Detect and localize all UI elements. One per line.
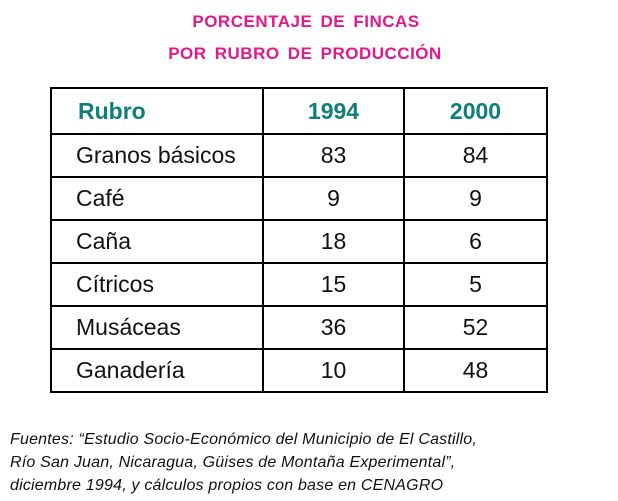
title-line-1: PORCENTAJE DE FINCAS bbox=[192, 12, 420, 31]
value-1994-cell: 10 bbox=[262, 348, 405, 393]
rubro-cell: Cítricos bbox=[50, 262, 264, 307]
source-line-1: Fuentes: “Estudio Socio-Económico del Mu… bbox=[10, 431, 478, 448]
value-2000-cell: 52 bbox=[403, 305, 548, 350]
production-table: Rubro 1994 2000 Granos básicos 83 84 Caf… bbox=[50, 87, 548, 393]
header-2000: 2000 bbox=[403, 87, 548, 135]
table-row: Cítricos 15 5 bbox=[50, 262, 548, 307]
table-row: Musáceas 36 52 bbox=[50, 305, 548, 350]
source-note: Fuentes: “Estudio Socio-Económico del Mu… bbox=[10, 428, 618, 497]
table-header-row: Rubro 1994 2000 bbox=[50, 87, 548, 135]
rubro-cell: Granos básicos bbox=[50, 133, 264, 178]
title-line-2: POR RUBRO DE PRODUCCIÓN bbox=[168, 44, 442, 63]
value-1994-cell: 83 bbox=[262, 133, 405, 178]
value-2000-cell: 9 bbox=[403, 176, 548, 221]
source-line-2: Río San Juan, Nicaragua, Güises de Monta… bbox=[10, 454, 456, 471]
rubro-cell: Ganadería bbox=[50, 348, 264, 393]
value-1994-cell: 36 bbox=[262, 305, 405, 350]
value-2000-cell: 84 bbox=[403, 133, 548, 178]
value-2000-cell: 5 bbox=[403, 262, 548, 307]
table-row: Ganadería 10 48 bbox=[50, 348, 548, 393]
value-1994-cell: 9 bbox=[262, 176, 405, 221]
table-row: Granos básicos 83 84 bbox=[50, 133, 548, 178]
value-2000-cell: 6 bbox=[403, 219, 548, 264]
rubro-cell: Café bbox=[50, 176, 264, 221]
rubro-cell: Caña bbox=[50, 219, 264, 264]
value-1994-cell: 15 bbox=[262, 262, 405, 307]
source-line-3: diciembre 1994, y cálculos propios con b… bbox=[10, 477, 444, 494]
header-1994: 1994 bbox=[262, 87, 405, 135]
header-rubro: Rubro bbox=[50, 87, 264, 135]
rubro-cell: Musáceas bbox=[50, 305, 264, 350]
value-2000-cell: 48 bbox=[403, 348, 548, 393]
table-row: Caña 18 6 bbox=[50, 219, 548, 264]
value-1994-cell: 18 bbox=[262, 219, 405, 264]
table-row: Café 9 9 bbox=[50, 176, 548, 221]
